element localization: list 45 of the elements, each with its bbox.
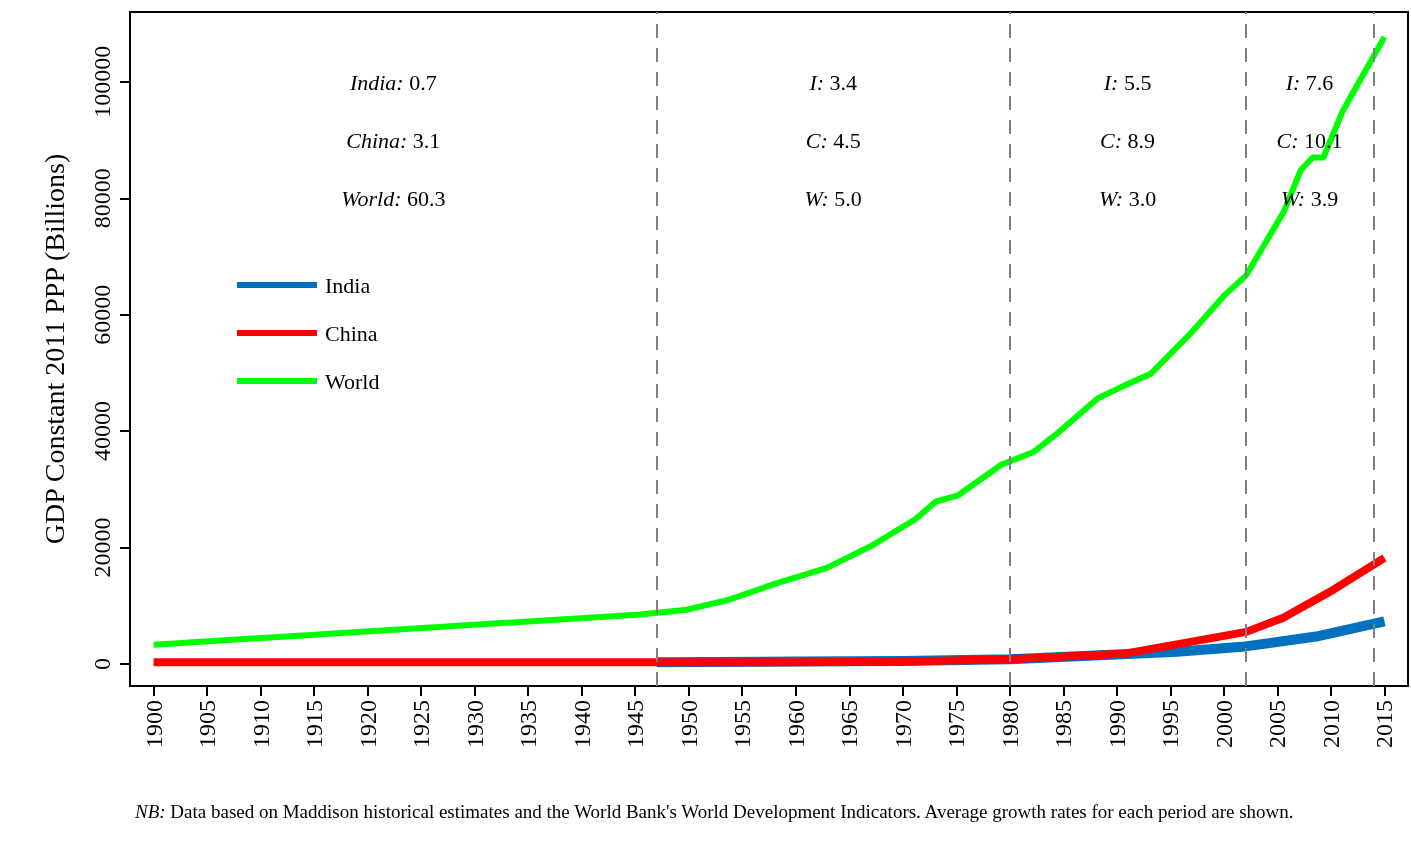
- y-tick-label: 60000: [89, 284, 115, 345]
- x-tick-label: 1910: [247, 700, 274, 748]
- x-tick-label: 1920: [354, 700, 381, 748]
- y-tick-label: 40000: [89, 401, 115, 462]
- x-tick-label: 2015: [1371, 700, 1398, 748]
- annotation: I: 3.4: [808, 69, 858, 95]
- x-tick-label: 1925: [408, 700, 435, 748]
- x-tick-label: 1915: [301, 700, 328, 748]
- x-tick-label: 1930: [461, 700, 488, 748]
- x-tick-label: 2005: [1264, 700, 1291, 748]
- x-tick-label: 1945: [622, 700, 649, 748]
- legend-label: India: [325, 272, 371, 298]
- x-tick-label: 1935: [515, 700, 542, 748]
- x-tick-label: 1905: [194, 700, 221, 748]
- legend-label: China: [325, 320, 378, 346]
- x-tick-label: 1975: [943, 700, 970, 748]
- text: NB: Data based on Maddison historical estimates and the World Bank's World Development Indicators. Average growth rates for each period are shown.: [134, 800, 1294, 822]
- y-tick-label: 0: [89, 657, 115, 670]
- x-tick-label: 1995: [1157, 700, 1184, 748]
- x-tick-label: 1960: [782, 700, 809, 748]
- x-tick-label: 1955: [729, 700, 756, 748]
- x-tick-label: 1970: [889, 700, 916, 748]
- x-tick-label: 1990: [1103, 700, 1130, 748]
- x-tick-label: 1950: [675, 700, 702, 748]
- annotation: W: 3.0: [1098, 185, 1157, 211]
- x-tick-label: 1940: [568, 700, 595, 748]
- x-tick-label: 1900: [140, 700, 167, 748]
- x-tick-label: 1965: [836, 700, 863, 748]
- x-tick-label: 2010: [1317, 700, 1344, 748]
- annotation: I: 5.5: [1102, 69, 1152, 95]
- legend-label: World: [325, 368, 380, 394]
- annotation: C: 8.9: [1100, 127, 1156, 153]
- x-tick-label: 2000: [1210, 700, 1237, 748]
- y-tick-label: 20000: [89, 517, 115, 578]
- annotation: India: 0.7: [348, 69, 437, 95]
- y-tick-label: 100000: [89, 45, 115, 118]
- y-axis-title: GDP Constant 2011 PPP (Billions): [38, 153, 70, 545]
- annotation: World: 60.3: [341, 185, 446, 211]
- annotation: C: 4.5: [805, 127, 861, 153]
- x-tick-label: 1985: [1050, 700, 1077, 748]
- x-tick-label: 1980: [996, 700, 1023, 748]
- annotation: W: 5.0: [804, 185, 862, 211]
- annotation: China: 3.1: [346, 127, 441, 153]
- annotation: I: 7.6: [1284, 69, 1334, 95]
- y-tick-label: 80000: [89, 168, 115, 229]
